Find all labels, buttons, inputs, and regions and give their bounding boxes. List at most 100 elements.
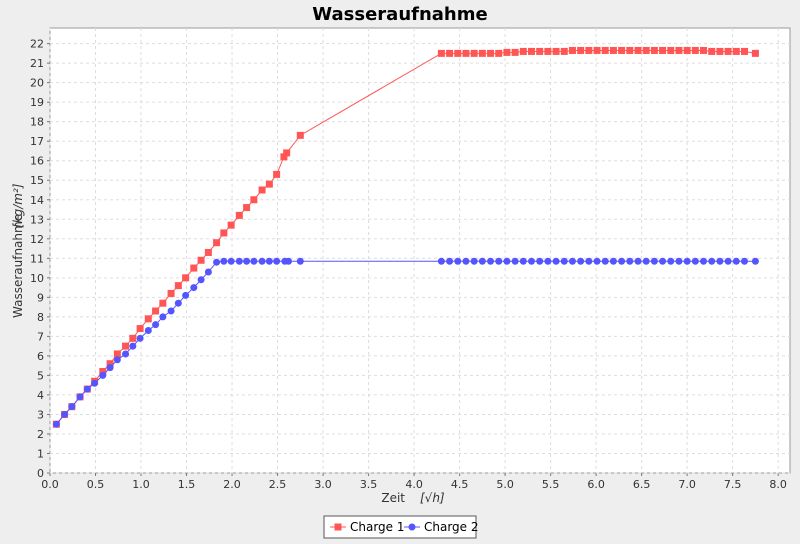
marker	[740, 257, 748, 265]
marker	[503, 257, 511, 265]
y-tick-label: 16	[30, 155, 44, 168]
marker	[470, 49, 478, 57]
legend	[323, 515, 477, 539]
marker	[478, 257, 486, 265]
x-tick-label: 1.5	[178, 478, 196, 491]
marker	[446, 49, 454, 57]
marker	[560, 257, 568, 265]
marker	[454, 257, 462, 265]
marker	[593, 257, 601, 265]
marker	[437, 49, 445, 57]
x-tick-label: 2.5	[269, 478, 287, 491]
marker	[724, 257, 732, 265]
marker	[99, 368, 107, 376]
y-tick-label: 6	[37, 350, 44, 363]
marker	[487, 49, 495, 57]
marker	[258, 257, 266, 265]
marker	[716, 47, 724, 55]
y-tick-label: 19	[30, 96, 44, 109]
y-tick-label: 18	[30, 116, 44, 129]
y-tick-label: 12	[30, 233, 44, 246]
marker	[659, 257, 667, 265]
y-tick-label: 0	[37, 467, 44, 480]
marker	[296, 257, 304, 265]
marker	[683, 257, 691, 265]
marker	[174, 299, 182, 307]
marker	[691, 257, 699, 265]
y-tick-label: 14	[30, 194, 44, 207]
marker	[462, 257, 470, 265]
x-axis-label: Zeit	[381, 491, 405, 505]
marker	[122, 342, 130, 350]
marker	[642, 46, 650, 54]
chart-title: Wasseraufnahme	[312, 4, 487, 25]
marker	[113, 350, 121, 358]
marker	[700, 257, 708, 265]
marker	[144, 315, 152, 323]
marker	[503, 48, 511, 56]
marker	[284, 257, 292, 265]
marker	[511, 48, 519, 56]
marker	[197, 276, 205, 284]
marker	[250, 196, 258, 204]
marker	[61, 410, 69, 418]
marker	[258, 186, 266, 194]
marker	[642, 257, 650, 265]
y-tick-label: 4	[37, 389, 44, 402]
y-tick-label: 2	[37, 428, 44, 441]
marker	[446, 257, 454, 265]
marker	[659, 46, 667, 54]
marker	[568, 257, 576, 265]
x-axis-unit: [√h]	[420, 491, 445, 505]
x-tick-label: 4.0	[405, 478, 423, 491]
marker	[528, 47, 536, 55]
y-tick-label: 17	[30, 135, 44, 148]
plot-area	[49, 27, 791, 474]
marker	[243, 257, 251, 265]
marker	[408, 523, 416, 531]
y-tick-label: 1	[37, 447, 44, 460]
marker	[716, 257, 724, 265]
marker	[227, 257, 235, 265]
marker	[568, 46, 576, 54]
marker	[536, 47, 544, 55]
marker	[634, 257, 642, 265]
marker	[227, 221, 235, 229]
marker	[511, 257, 519, 265]
marker	[182, 274, 190, 282]
marker	[544, 257, 552, 265]
x-tick-label: 8.0	[769, 478, 787, 491]
marker	[732, 257, 740, 265]
marker	[190, 284, 198, 292]
marker	[129, 342, 137, 350]
marker	[334, 523, 342, 531]
y-tick-label: 3	[37, 408, 44, 421]
marker	[213, 258, 221, 266]
y-tick-label: 10	[30, 272, 44, 285]
marker	[519, 257, 527, 265]
x-tick-label: 2.0	[223, 478, 241, 491]
marker	[601, 46, 609, 54]
marker	[99, 371, 107, 379]
marker	[243, 204, 251, 212]
marker	[68, 403, 76, 411]
marker	[618, 46, 626, 54]
marker	[495, 257, 503, 265]
marker	[129, 334, 137, 342]
marker	[609, 257, 617, 265]
marker	[273, 257, 281, 265]
marker	[136, 325, 144, 333]
marker	[536, 257, 544, 265]
marker	[478, 49, 486, 57]
marker	[544, 47, 552, 55]
marker	[213, 239, 221, 247]
marker	[724, 47, 732, 55]
marker	[52, 420, 60, 428]
marker	[577, 257, 585, 265]
marker	[626, 46, 634, 54]
x-tick-label: 3.5	[360, 478, 378, 491]
marker	[700, 46, 708, 54]
marker	[197, 256, 205, 264]
marker	[122, 350, 130, 358]
